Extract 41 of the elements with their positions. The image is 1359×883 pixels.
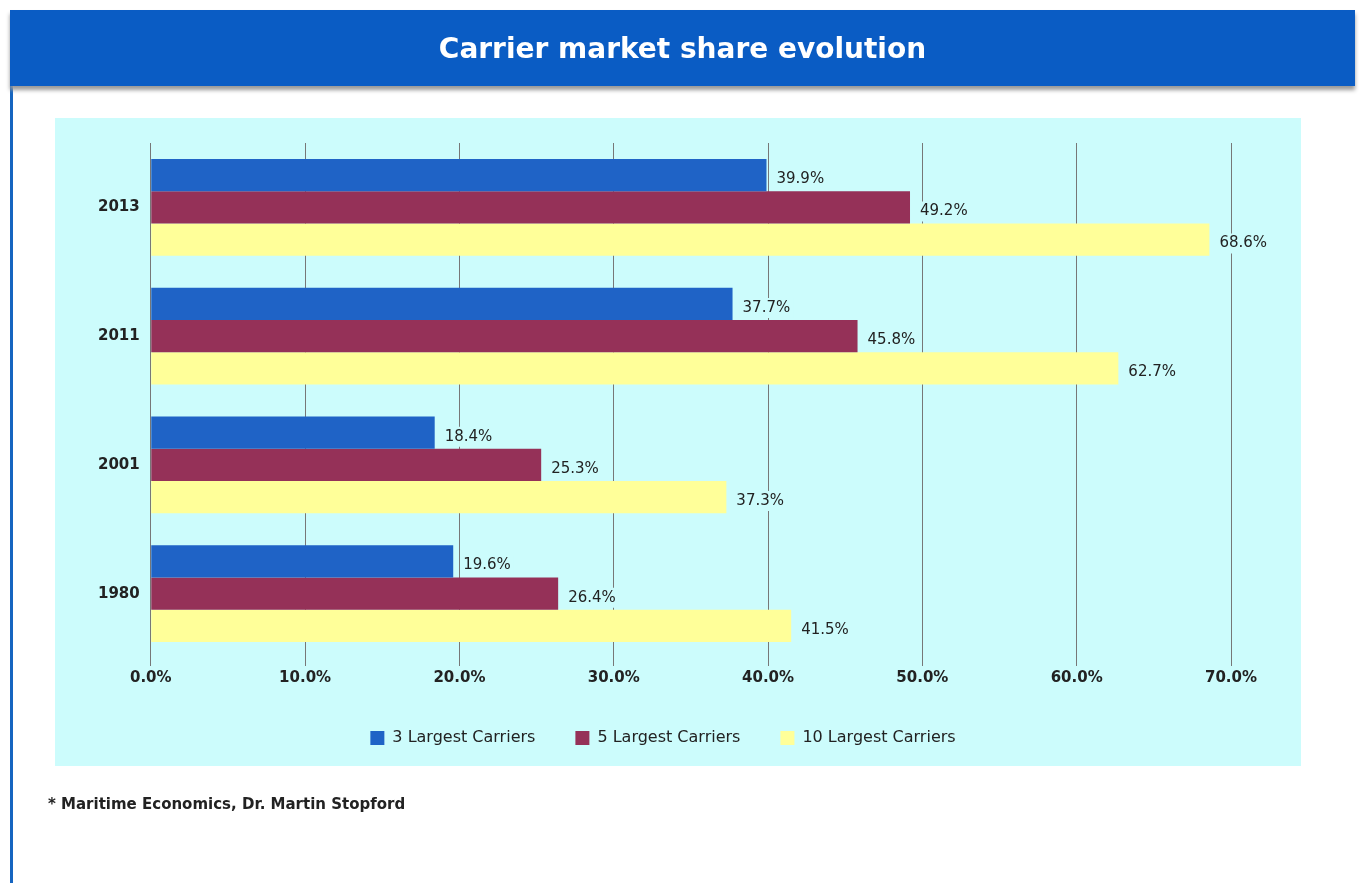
bar	[151, 320, 858, 353]
x-tick-label: 30.0%	[587, 667, 640, 686]
bar	[151, 159, 767, 192]
data-label: 37.7%	[742, 297, 791, 316]
data-label: 25.3%	[551, 458, 599, 477]
x-tick-label: 0.0%	[129, 667, 172, 686]
data-label: 49.2%	[920, 201, 968, 220]
chart-title: Carrier market share evolution	[10, 10, 1355, 86]
legend-label: 5 Largest Carriers	[597, 727, 741, 747]
x-tick-label: 50.0%	[896, 667, 949, 686]
bar	[151, 545, 454, 578]
bar	[151, 352, 1119, 385]
legend-label: 10 Largest Carriers	[802, 727, 956, 747]
legend-label: 3 Largest Carriers	[392, 727, 536, 747]
data-label: 19.6%	[463, 555, 511, 574]
data-label: 45.8%	[867, 330, 916, 349]
x-tick-label: 60.0%	[1050, 667, 1103, 686]
bar	[151, 223, 1210, 256]
x-tick-label: 70.0%	[1204, 667, 1258, 686]
bar	[151, 609, 792, 642]
bar	[151, 191, 911, 224]
y-tick-label: 2001	[98, 454, 140, 473]
data-label: 41.5%	[801, 619, 849, 638]
data-label: 62.7%	[1128, 362, 1176, 381]
data-label: 39.9%	[776, 169, 825, 188]
x-tick-label: 40.0%	[742, 667, 795, 686]
y-tick-label: 2013	[98, 197, 140, 216]
bar	[151, 448, 542, 481]
bar	[151, 480, 727, 514]
data-label: 18.4%	[444, 426, 493, 445]
text: * Maritime Economics, Dr. Martin Stopford	[48, 795, 406, 813]
y-tick-label: 2011	[98, 326, 140, 345]
y-tick-label: 1980	[98, 583, 140, 602]
x-tick-label: 20.0%	[433, 667, 486, 686]
data-label: 26.4%	[568, 587, 616, 606]
data-label: 37.3%	[736, 490, 785, 509]
bar	[151, 577, 559, 610]
bar	[151, 287, 733, 321]
data-label: 68.6%	[1219, 233, 1268, 252]
x-tick-label: 10.0%	[279, 667, 332, 686]
bar	[151, 416, 435, 449]
